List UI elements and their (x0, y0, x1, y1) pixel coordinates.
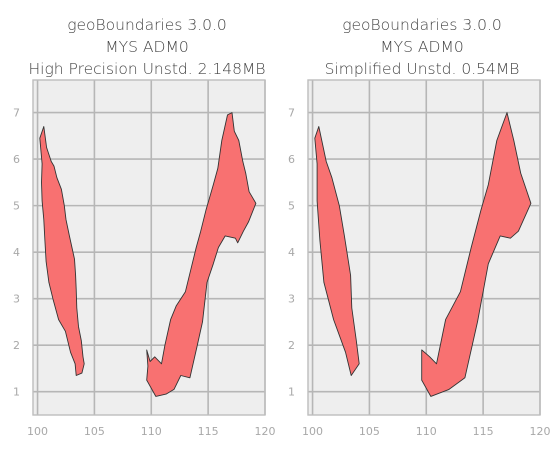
panel-2-ytick-label-6: 7 (288, 107, 295, 120)
panel-2-title-line-1: geoBoundaries 3.0.0 (342, 16, 502, 34)
panel-2-xtick-label-2: 110 (416, 425, 437, 438)
panel-2-ytick-label-4: 5 (288, 200, 295, 213)
panel-2-ytick-label-1: 2 (288, 339, 295, 352)
panel-2-xtick-label-3: 115 (473, 425, 494, 438)
panel-1-xtick-label-3: 115 (198, 425, 219, 438)
panel-1-title-line-1: geoBoundaries 3.0.0 (67, 16, 227, 34)
panel-1-xtick-label-1: 105 (84, 425, 105, 438)
panel-1-ytick-label-3: 4 (13, 246, 20, 259)
panel-1-title-line-3: High Precision Unstd. 2.148MB (28, 60, 266, 78)
panel-1-frame (32, 79, 266, 416)
panel-2-xtick-label-1: 105 (359, 425, 380, 438)
panel-2-ytick-label-0: 1 (288, 386, 295, 399)
panel-2-ytick-label-5: 6 (288, 153, 295, 166)
map-panel-1: 100 105 110 115 120 1 2 3 4 5 6 7 (13, 79, 276, 438)
panel-1-ytick-label-4: 5 (13, 200, 20, 213)
panel-2-shape-1 (421, 112, 532, 397)
panel-1-ytick-label-5: 6 (13, 153, 20, 166)
panel-2-title: geoBoundaries 3.0.0 MYS ADM0 Simplified … (282, 14, 557, 80)
panel-2-ytick-label-3: 4 (288, 246, 295, 259)
panel-2-xtick-label-0: 100 (302, 425, 323, 438)
panel-1-ytick-label-1: 2 (13, 339, 20, 352)
panel-1-xtick-label-0: 100 (27, 425, 48, 438)
panel-1-ytick-label-6: 7 (13, 107, 20, 120)
panel-1-xtick-label-2: 110 (141, 425, 162, 438)
panel-2-xtick-label-4: 120 (530, 425, 551, 438)
panel-2-title-line-3: Simplified Unstd. 0.54MB (324, 60, 520, 78)
panel-1-ytick-label-0: 1 (13, 386, 20, 399)
panel-2-shape-0 (314, 126, 360, 376)
panel-1-shape-0 (39, 126, 85, 376)
panel-1-ytick-label-2: 3 (13, 293, 20, 306)
panel-1-title-line-2: MYS ADM0 (105, 38, 189, 56)
panel-2-ytick-label-2: 3 (288, 293, 295, 306)
panel-1-shape-1 (146, 112, 257, 397)
panel-1-xtick-label-4: 120 (255, 425, 276, 438)
panel-2-frame (307, 79, 541, 416)
panel-2-title-line-2: MYS ADM0 (380, 38, 464, 56)
map-panel-2: 100 105 110 115 120 1 2 3 4 5 6 7 (288, 79, 551, 438)
panel-1-title: geoBoundaries 3.0.0 MYS ADM0 High Precis… (7, 14, 287, 80)
